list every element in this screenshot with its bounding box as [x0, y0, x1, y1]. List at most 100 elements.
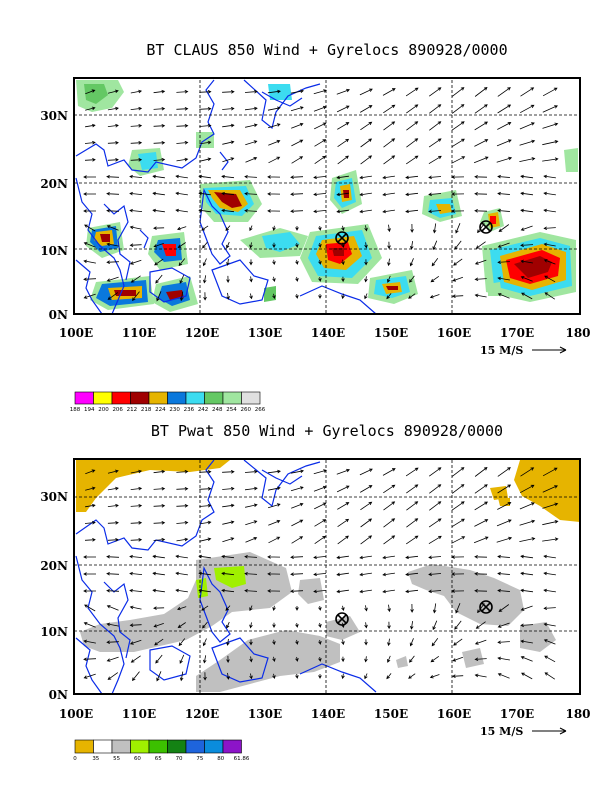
wind-arrow	[226, 275, 230, 283]
wind-arrow	[199, 537, 212, 542]
gyre-marker-2	[479, 600, 493, 614]
wind-arrow	[364, 242, 368, 249]
wind-arrow	[176, 520, 189, 525]
wind-arrow	[225, 225, 231, 232]
wind-arrow	[222, 90, 235, 94]
wind-arrow	[386, 673, 392, 680]
wind-arrow	[359, 572, 372, 577]
gyre-markers	[335, 220, 493, 245]
wind-arrow	[451, 294, 464, 298]
wind-arrow	[156, 291, 162, 302]
wind-arrow	[359, 88, 373, 96]
wind-arrow	[83, 242, 96, 248]
wind-arrow	[542, 87, 558, 97]
wind-arrow	[314, 155, 326, 165]
precipitable-water-shading	[76, 460, 580, 692]
wind-arrow	[341, 259, 345, 266]
colorbar-swatch	[222, 739, 242, 754]
wind-arrow	[245, 503, 258, 508]
colorbar-claus: 188 194 200 206 212 218 224 230 236 242 248 254 260 2…	[70, 391, 266, 413]
wind-arrow	[130, 655, 141, 663]
wind-arrow	[267, 192, 281, 196]
wind-arrow	[318, 656, 322, 662]
wind-arrow	[178, 638, 186, 647]
wind-arrow	[451, 484, 465, 494]
wind-arrow	[222, 106, 235, 111]
wind-arrow	[360, 138, 373, 148]
wind-arrow	[542, 157, 559, 162]
colorbar-label: 266	[255, 407, 266, 413]
wind-arrow	[497, 640, 510, 645]
wind-arrow	[179, 274, 185, 284]
wind-arrow	[83, 555, 96, 559]
wind-arrow	[405, 192, 419, 197]
wind-arrow	[244, 571, 258, 576]
wind-arrow	[383, 138, 396, 148]
wind-arrow	[474, 639, 487, 645]
wind-arrow	[336, 209, 349, 214]
wind-arrow	[290, 175, 304, 179]
colorbar-label: 254	[226, 407, 237, 413]
wind-arrow	[336, 88, 350, 95]
lon-axis-labels: 100E 110E 120E 130E 140E 150E 160E 170E …	[59, 326, 591, 340]
wind-arrow	[405, 87, 419, 97]
wind-arrow	[83, 572, 96, 576]
wind-arrow	[474, 104, 488, 114]
wind-arrow	[313, 589, 327, 594]
wind-arrow	[451, 175, 465, 179]
wind-arrow	[387, 258, 391, 267]
coastline-outlines	[75, 79, 377, 315]
wind-arrow	[410, 241, 414, 250]
wind-arrow	[84, 604, 96, 612]
wind-arrow	[337, 518, 350, 528]
wind-arrow	[272, 225, 276, 232]
wind-arrow	[451, 104, 465, 114]
wind-arrow	[409, 655, 415, 663]
wind-arrow	[226, 241, 230, 249]
wind-arrow	[295, 276, 299, 282]
colorbar-label: 230	[169, 407, 180, 413]
svg-text:150E: 150E	[374, 326, 408, 340]
colorbar-swatch	[167, 739, 187, 754]
wind-arrow	[432, 620, 438, 631]
wind-arrow	[129, 243, 142, 247]
wind-arrow	[519, 519, 536, 526]
wind-arrow	[453, 258, 463, 266]
wind-arrow	[222, 520, 235, 525]
wind-arrow	[341, 639, 345, 646]
wind-arrow	[221, 174, 235, 179]
wind-arrow	[359, 175, 372, 180]
wind-arrow	[199, 157, 212, 162]
wind-arrow	[83, 293, 96, 299]
wind-arrow	[290, 589, 304, 593]
wind-arrow	[405, 572, 419, 577]
wind-arrow	[85, 503, 96, 508]
wind-arrow	[199, 503, 212, 508]
colorbar-swatch	[241, 391, 261, 405]
wind-arrow	[451, 192, 465, 196]
wind-arrow	[405, 467, 419, 477]
wind-arrow	[106, 175, 120, 179]
svg-text:120E: 120E	[185, 326, 219, 340]
wind-arrow	[295, 606, 299, 611]
wind-arrow	[154, 258, 164, 266]
wind-arrow	[199, 140, 212, 145]
wind-arrow	[359, 209, 372, 214]
svg-text:0N: 0N	[49, 688, 68, 702]
colorbar-swatch	[148, 739, 168, 754]
wind-arrow	[409, 638, 414, 647]
wind-arrow	[432, 223, 437, 234]
wind-arrow	[314, 519, 327, 527]
wind-arrow	[520, 104, 535, 114]
colorbar-swatch	[130, 391, 150, 405]
wind-arrow	[84, 538, 96, 542]
wind-arrow	[106, 656, 119, 662]
wind-arrow	[107, 503, 119, 508]
wind-arrow	[153, 504, 166, 508]
colorbar-swatch	[204, 391, 224, 405]
wind-arrow	[336, 572, 349, 577]
wind-arrow	[519, 139, 536, 146]
wind-arrow	[520, 259, 533, 264]
wind-arrow	[520, 191, 534, 196]
wind-arrow	[406, 104, 419, 114]
